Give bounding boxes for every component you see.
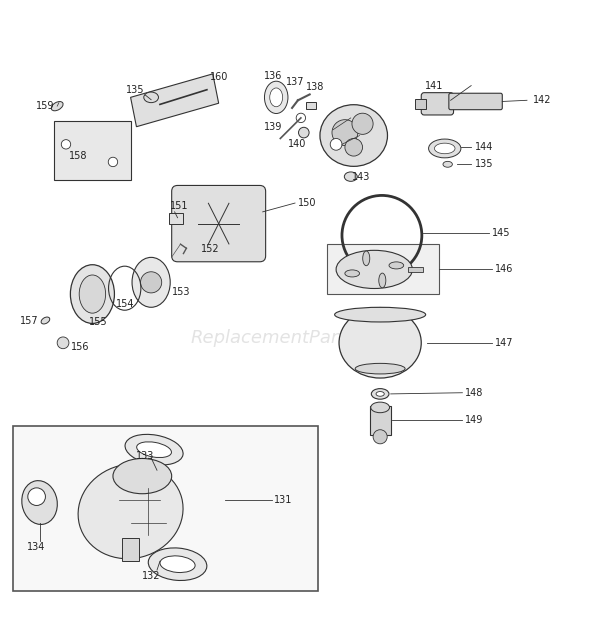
Circle shape [108, 157, 117, 167]
Text: 143: 143 [352, 172, 370, 181]
Ellipse shape [270, 88, 283, 107]
Polygon shape [130, 74, 219, 127]
Text: 160: 160 [209, 72, 228, 82]
Text: 155: 155 [89, 317, 107, 327]
Ellipse shape [371, 402, 389, 413]
Text: 158: 158 [68, 151, 87, 161]
Text: 154: 154 [116, 299, 134, 309]
Circle shape [28, 488, 45, 506]
Text: 146: 146 [494, 264, 513, 274]
Text: 148: 148 [466, 388, 484, 397]
Ellipse shape [148, 548, 207, 581]
Circle shape [373, 429, 387, 444]
Text: 133: 133 [136, 451, 155, 461]
Text: 150: 150 [297, 198, 316, 208]
Ellipse shape [144, 92, 159, 103]
Text: 142: 142 [533, 96, 551, 105]
Text: 157: 157 [19, 315, 38, 326]
Ellipse shape [125, 435, 183, 465]
Circle shape [57, 337, 69, 349]
Ellipse shape [160, 556, 195, 572]
Ellipse shape [335, 307, 425, 322]
Circle shape [332, 120, 358, 146]
Bar [54, 121, 130, 179]
Bar [327, 244, 439, 294]
Ellipse shape [376, 392, 384, 396]
Bar [415, 99, 426, 109]
Text: 136: 136 [264, 71, 282, 81]
Ellipse shape [345, 172, 358, 181]
Text: 152: 152 [201, 244, 219, 254]
Bar [369, 406, 391, 435]
Bar [122, 538, 139, 562]
Ellipse shape [355, 363, 405, 374]
Bar [306, 102, 316, 109]
Text: 151: 151 [170, 201, 189, 211]
Text: 147: 147 [494, 338, 513, 348]
Text: 135: 135 [476, 160, 494, 169]
Ellipse shape [434, 143, 455, 154]
Bar [169, 213, 183, 224]
Circle shape [296, 113, 306, 122]
Text: 139: 139 [264, 122, 283, 131]
Circle shape [61, 140, 71, 149]
Ellipse shape [363, 251, 370, 266]
Text: 137: 137 [286, 76, 304, 87]
Bar [13, 426, 319, 590]
Ellipse shape [41, 317, 50, 324]
Text: 149: 149 [466, 415, 484, 426]
Ellipse shape [428, 139, 461, 158]
Ellipse shape [51, 101, 63, 111]
Text: 153: 153 [172, 287, 190, 297]
Text: 135: 135 [126, 85, 144, 96]
Circle shape [345, 138, 362, 156]
Text: 156: 156 [71, 342, 90, 352]
Ellipse shape [22, 481, 57, 524]
Ellipse shape [371, 388, 389, 399]
Text: 159: 159 [36, 101, 54, 111]
Ellipse shape [345, 270, 359, 277]
Text: 144: 144 [476, 142, 494, 153]
Circle shape [140, 272, 162, 293]
Ellipse shape [320, 104, 388, 167]
Ellipse shape [389, 262, 404, 269]
Text: 134: 134 [27, 542, 46, 552]
Bar [408, 267, 423, 272]
Text: 141: 141 [425, 81, 443, 90]
Ellipse shape [70, 265, 114, 324]
Text: 131: 131 [274, 495, 293, 504]
Ellipse shape [379, 273, 386, 288]
Ellipse shape [137, 442, 172, 458]
Text: 145: 145 [491, 228, 510, 238]
Ellipse shape [336, 251, 412, 288]
Ellipse shape [264, 81, 288, 113]
Text: 138: 138 [306, 82, 325, 92]
Text: 132: 132 [142, 571, 160, 581]
Circle shape [299, 128, 309, 138]
Circle shape [330, 138, 342, 150]
FancyBboxPatch shape [421, 93, 454, 115]
Circle shape [352, 113, 373, 135]
FancyBboxPatch shape [449, 93, 502, 110]
Text: ReplacementParts.com: ReplacementParts.com [191, 329, 399, 347]
Ellipse shape [113, 458, 172, 494]
Ellipse shape [443, 162, 453, 167]
Ellipse shape [78, 464, 183, 559]
Ellipse shape [132, 258, 171, 307]
Ellipse shape [79, 275, 106, 313]
Ellipse shape [339, 308, 421, 378]
FancyBboxPatch shape [172, 185, 266, 262]
Text: 140: 140 [287, 139, 306, 149]
